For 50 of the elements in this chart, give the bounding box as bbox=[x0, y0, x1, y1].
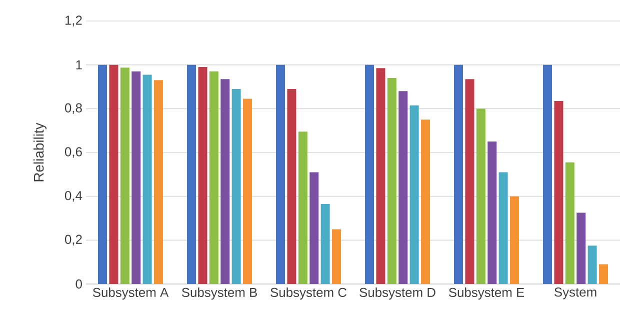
bar bbox=[209, 71, 218, 284]
bar bbox=[187, 64, 196, 284]
x-tick-label: Subsystem C bbox=[270, 288, 346, 300]
bar bbox=[320, 204, 330, 284]
bar bbox=[498, 172, 508, 284]
y-tick-label: 1 bbox=[76, 60, 82, 70]
x-tick-label: Subsystem A bbox=[92, 288, 169, 300]
bar bbox=[410, 105, 419, 284]
y-tick-label: 0,6 bbox=[64, 147, 82, 158]
bar bbox=[588, 246, 597, 284]
bar bbox=[243, 98, 252, 284]
bar bbox=[365, 64, 374, 284]
bar bbox=[510, 196, 519, 284]
bar bbox=[310, 172, 319, 284]
y-tick-label: 0 bbox=[76, 279, 82, 289]
bar bbox=[98, 64, 107, 284]
bar bbox=[287, 88, 296, 284]
y-tick-label: 1,2 bbox=[65, 16, 82, 26]
bar bbox=[332, 229, 341, 284]
bar bbox=[120, 68, 130, 284]
bar bbox=[599, 264, 608, 284]
bar bbox=[565, 162, 574, 284]
bar bbox=[421, 120, 430, 284]
bar bbox=[142, 74, 152, 284]
bar bbox=[387, 78, 396, 284]
x-tick-label: Subsystem B bbox=[182, 288, 257, 300]
bar bbox=[543, 64, 552, 284]
bar bbox=[220, 79, 230, 284]
bar bbox=[132, 71, 141, 284]
bar bbox=[276, 64, 285, 284]
bar bbox=[576, 212, 586, 284]
bar bbox=[554, 100, 564, 284]
bar bbox=[154, 80, 163, 284]
bar bbox=[376, 68, 386, 284]
bar bbox=[109, 64, 118, 284]
y-axis-title: Reliability bbox=[33, 122, 46, 182]
bar bbox=[232, 88, 241, 284]
y-tick-label: 0,8 bbox=[64, 103, 82, 114]
bar bbox=[398, 91, 408, 284]
bar bbox=[454, 64, 463, 284]
y-tick-label: 0,2 bbox=[64, 234, 82, 246]
x-tick-label: Subsystem D bbox=[360, 288, 436, 300]
x-tick-label: Subsystem E bbox=[448, 288, 524, 300]
bar bbox=[198, 67, 208, 284]
y-tick-label: 0,4 bbox=[64, 190, 82, 202]
x-tick-label: System bbox=[554, 288, 596, 300]
bar bbox=[488, 142, 497, 284]
bar bbox=[476, 108, 486, 284]
bar bbox=[465, 79, 474, 284]
bar bbox=[298, 132, 308, 284]
